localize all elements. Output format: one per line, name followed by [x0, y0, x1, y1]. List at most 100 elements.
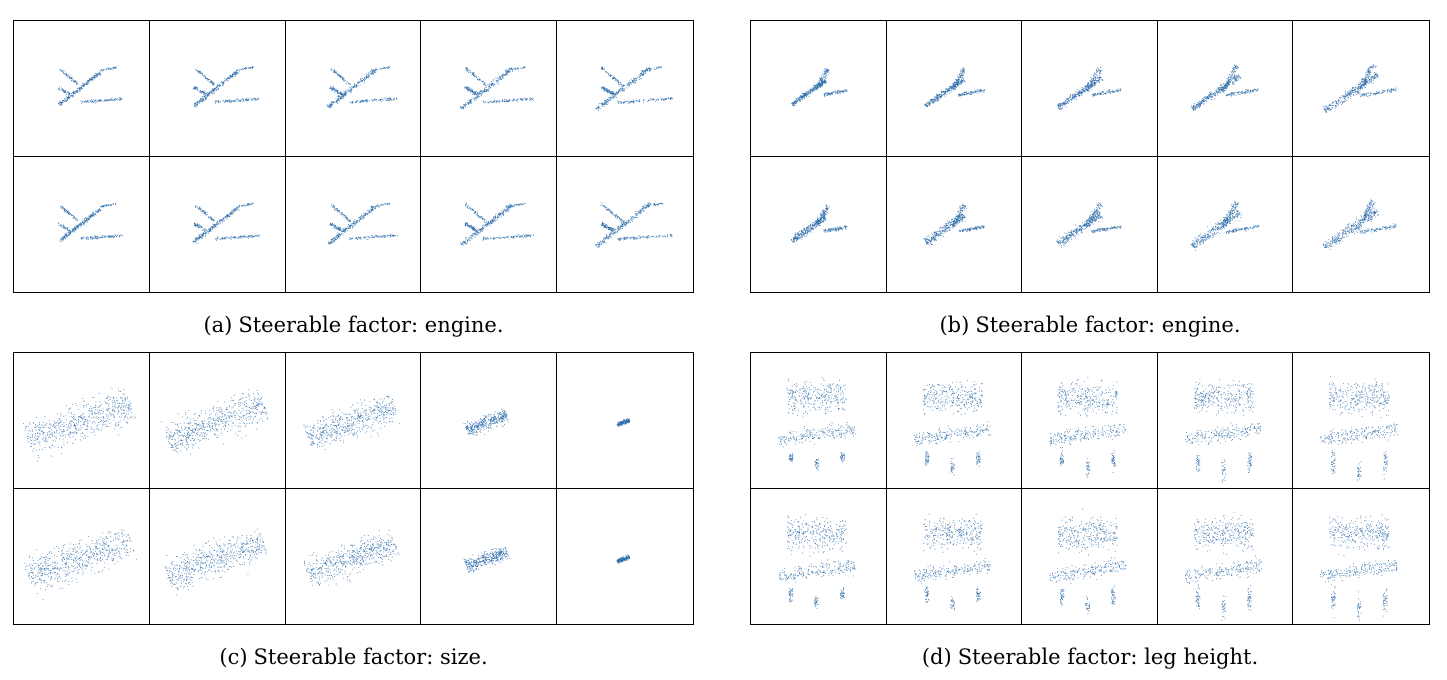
point-cloud-cell — [557, 353, 693, 489]
point-cloud-points — [913, 513, 991, 611]
point-cloud-cell — [557, 157, 693, 293]
point-cloud-points — [1049, 508, 1127, 614]
point-cloud-cell — [751, 156, 887, 292]
caption-d-text: Steerable factor: leg height. — [957, 645, 1259, 669]
caption-d: (d) Steerable factor: leg height. — [750, 645, 1430, 669]
point-cloud-points — [790, 204, 848, 242]
point-cloud-points — [923, 203, 985, 245]
point-cloud-image — [1185, 511, 1262, 621]
point-cloud-cell — [1022, 353, 1158, 489]
point-cloud-cell — [1158, 488, 1294, 624]
point-cloud-image — [595, 201, 673, 248]
point-cloud-image — [923, 203, 985, 245]
point-cloud-image — [464, 546, 511, 573]
point-cloud-points — [1320, 513, 1398, 622]
point-cloud-image — [327, 202, 398, 244]
point-cloud-points — [327, 202, 398, 244]
point-cloud-image — [913, 513, 991, 611]
point-cloud-points — [616, 418, 631, 427]
point-cloud-image — [303, 529, 399, 586]
point-cloud-points — [1049, 376, 1127, 478]
point-cloud-image — [24, 528, 137, 600]
point-cloud-cell — [149, 353, 286, 489]
point-cloud-cell — [14, 488, 150, 624]
caption-c: (c) Steerable factor: size. — [13, 645, 694, 669]
point-cloud-image — [164, 528, 267, 595]
point-cloud-image — [1057, 66, 1122, 110]
point-cloud-points — [460, 202, 535, 245]
point-cloud-cell — [1293, 157, 1429, 293]
point-cloud-cell — [14, 353, 150, 489]
point-cloud-points — [1323, 199, 1397, 250]
point-cloud-grid-c — [13, 352, 694, 625]
point-cloud-image — [616, 418, 631, 427]
point-cloud-image — [778, 513, 856, 609]
caption-a: (a) Steerable factor: engine. — [13, 313, 694, 337]
point-cloud-cell — [557, 489, 693, 625]
point-cloud-image — [460, 202, 535, 245]
point-cloud-cell — [1157, 21, 1294, 157]
point-cloud-points — [778, 377, 857, 471]
point-cloud-cell — [149, 21, 286, 157]
point-cloud-image — [23, 387, 137, 462]
point-cloud-cell — [886, 353, 1023, 489]
point-cloud-image — [1056, 201, 1122, 248]
caption-c-text: Steerable factor: size. — [253, 645, 488, 669]
point-cloud-image — [1049, 508, 1127, 614]
point-cloud-cell — [1293, 21, 1429, 157]
point-cloud-cell — [1158, 156, 1294, 292]
point-cloud-image — [790, 204, 848, 242]
point-cloud-cell — [421, 488, 558, 624]
point-cloud-cell — [886, 21, 1023, 157]
point-cloud-image — [1049, 376, 1127, 478]
point-cloud-image — [57, 66, 123, 106]
point-cloud-image — [1185, 378, 1261, 483]
point-cloud-grid-b — [750, 20, 1430, 293]
point-cloud-cell — [751, 353, 887, 489]
point-cloud-cell — [286, 488, 422, 624]
point-cloud-points — [192, 201, 260, 244]
point-cloud-cell — [150, 488, 286, 624]
caption-c-label: (c) — [219, 645, 248, 669]
point-cloud-points — [24, 528, 137, 600]
point-cloud-cell — [1293, 489, 1429, 625]
point-cloud-grid-a — [13, 20, 694, 293]
point-cloud-image — [1190, 200, 1260, 250]
point-cloud-image — [326, 66, 398, 109]
point-cloud-image — [791, 68, 848, 107]
point-cloud-points — [1185, 378, 1261, 483]
point-cloud-cell — [1022, 21, 1158, 157]
point-cloud-points — [164, 528, 267, 595]
point-cloud-image — [303, 395, 400, 450]
point-cloud-cell — [557, 21, 693, 157]
point-cloud-image — [616, 554, 631, 563]
caption-a-label: (a) — [203, 313, 233, 337]
point-cloud-points — [1323, 64, 1397, 113]
point-cloud-image — [460, 65, 535, 110]
point-cloud-points — [595, 201, 673, 248]
point-cloud-points — [57, 66, 123, 106]
point-cloud-image — [1320, 513, 1398, 622]
point-cloud-points — [1190, 64, 1259, 112]
point-cloud-points — [58, 202, 123, 242]
point-cloud-points — [192, 66, 259, 108]
point-cloud-points — [616, 554, 631, 563]
point-cloud-cell — [421, 156, 558, 292]
point-cloud-image — [192, 66, 259, 108]
point-cloud-points — [303, 395, 400, 450]
point-cloud-cell — [150, 156, 286, 292]
point-cloud-cell — [421, 353, 558, 489]
point-cloud-cell — [1022, 156, 1158, 292]
point-cloud-cell — [14, 21, 150, 157]
point-cloud-points — [913, 380, 991, 476]
point-cloud-points — [326, 66, 398, 109]
point-cloud-image — [1320, 376, 1399, 481]
point-cloud-points — [23, 387, 137, 462]
point-cloud-cell — [751, 21, 887, 157]
caption-d-label: (d) — [921, 645, 952, 669]
point-cloud-image — [192, 201, 260, 244]
caption-b: (b) Steerable factor: engine. — [750, 313, 1430, 337]
point-cloud-cell — [285, 353, 422, 489]
point-cloud-cell — [285, 21, 422, 157]
point-cloud-cell — [887, 488, 1023, 624]
